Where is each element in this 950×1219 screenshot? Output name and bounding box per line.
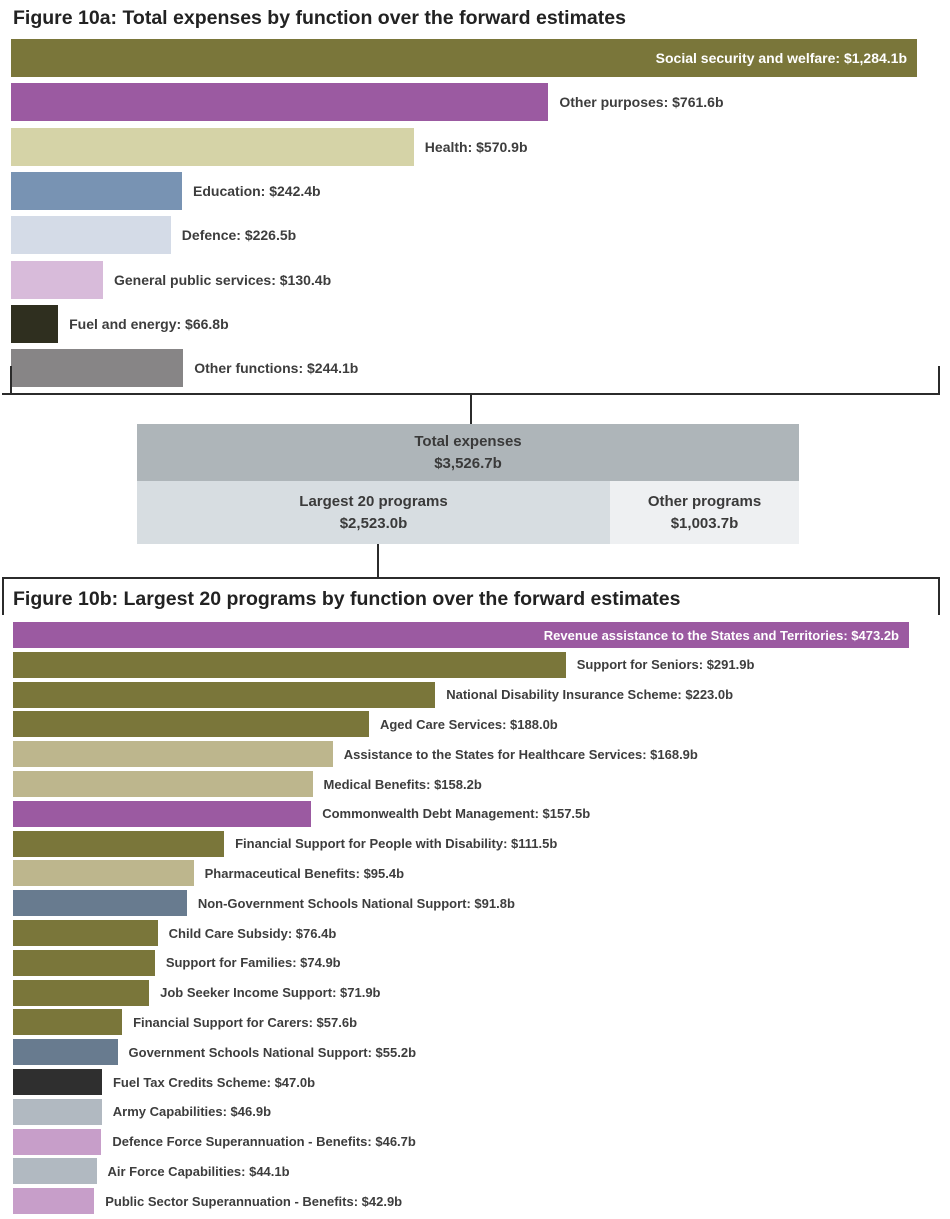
bar-other-functions [11, 349, 184, 388]
bar-child-care-subsidy [13, 920, 158, 946]
total-expenses-label: Total expenses [414, 432, 522, 450]
data-label: Assistance to the States for Healthcare … [343, 746, 698, 762]
bracket-b-right [938, 577, 940, 615]
data-label: Education: $242.4b [193, 182, 321, 199]
bar-fuel-and-energy [11, 304, 59, 343]
bar-general-public-services [11, 260, 103, 299]
data-label: Aged Care Services: $188.0b [379, 716, 558, 732]
bracket-a-right [938, 366, 940, 395]
bracket-a-bottom [2, 393, 940, 395]
bar-army-capabilities [13, 1098, 102, 1125]
data-label: Social security and welfare: $1,284.1b [655, 50, 907, 66]
connector-a-stem [470, 395, 472, 424]
bracket-b-left [2, 577, 4, 615]
data-label: Pharmaceutical Benefits: $95.4b [204, 865, 405, 881]
data-label: Financial Support for People with Disabi… [235, 836, 558, 852]
data-label: Public Sector Superannuation - Benefits:… [105, 1193, 403, 1209]
data-label: Job Seeker Income Support: $71.9b [160, 985, 381, 1001]
data-label: Other purposes: $761.6b [559, 94, 724, 111]
largest-programs-label: Largest 20 programs [299, 492, 448, 510]
data-label: Other functions: $244.1b [194, 360, 359, 377]
other-programs-label: Other programs [647, 492, 762, 510]
data-label: Health: $570.9b [424, 138, 528, 155]
bar-other-purposes [11, 83, 549, 122]
data-label: Child Care Subsidy: $76.4b [168, 925, 337, 941]
data-label: Support for Families: $74.9b [165, 955, 341, 971]
data-label: National Disability Insurance Scheme: $2… [446, 687, 734, 703]
expense-summary-table: Total expenses $3,526.7b Largest 20 prog… [137, 424, 799, 544]
bar-government-schools-national-support [13, 1039, 118, 1066]
bar-national-disability-insurance-scheme [13, 681, 436, 708]
data-label: General public services: $130.4b [114, 271, 332, 288]
bar-fuel-tax-credits-scheme [13, 1069, 102, 1095]
bar-defence-force-superannuation-benefits [13, 1128, 102, 1155]
largest-programs-value: $2,523.0b [339, 514, 408, 532]
bar-aged-care-services [13, 711, 369, 738]
total-expenses-cell: Total expenses $3,526.7b [137, 424, 799, 481]
bar-social-security-and-welfare [11, 39, 917, 77]
bracket-a-left [10, 366, 12, 395]
bar-pharmaceutical-benefits [13, 860, 194, 887]
bar-assistance-to-the-states-for-healthcare-services [13, 741, 333, 768]
data-label: Non-Government Schools National Support:… [197, 895, 515, 911]
bar-air-force-capabilities [13, 1158, 97, 1185]
bar-education [11, 171, 183, 210]
figure-10a-title: Figure 10a: Total expenses by function o… [13, 7, 626, 29]
largest-programs-cell: Largest 20 programs $2,523.0b [137, 481, 610, 544]
data-label: Fuel and energy: $66.8b [69, 315, 229, 332]
data-label: Financial Support for Carers: $57.6b [133, 1014, 358, 1030]
data-label: Air Force Capabilities: $44.1b [107, 1163, 290, 1179]
bar-job-seeker-income-support [13, 979, 150, 1006]
data-label: Fuel Tax Credits Scheme: $47.0b [112, 1074, 316, 1090]
bar-support-for-families [13, 949, 155, 976]
bracket-b-top [2, 577, 940, 579]
data-label: Government Schools National Support: $55… [128, 1044, 417, 1060]
data-label: Support for Seniors: $291.9b [576, 657, 755, 673]
data-label: Commonwealth Debt Management: $157.5b [322, 806, 591, 822]
bar-financial-support-for-people-with-disability [13, 830, 225, 857]
bar-support-for-seniors [13, 651, 566, 678]
bar-public-sector-superannuation-benefits [13, 1188, 95, 1215]
connector-b-stem [377, 544, 379, 578]
other-programs-cell: Other programs $1,003.7b [610, 481, 799, 544]
bar-non-government-schools-national-support [13, 890, 187, 917]
bar-defence [11, 216, 171, 255]
data-label: Army Capabilities: $46.9b [112, 1104, 272, 1120]
bar-health [11, 127, 414, 166]
total-expenses-value: $3,526.7b [434, 454, 502, 472]
figure-10b-title: Figure 10b: Largest 20 programs by funct… [13, 588, 681, 610]
bar-revenue-assistance-to-the-states-and-territories [13, 622, 909, 648]
other-programs-value: $1,003.7b [670, 514, 739, 532]
data-label: Defence Force Superannuation - Benefits:… [112, 1134, 416, 1150]
bar-commonwealth-debt-management [13, 800, 312, 827]
bar-medical-benefits [13, 771, 313, 797]
data-label: Defence: $226.5b [181, 227, 297, 244]
data-label: Medical Benefits: $158.2b [323, 776, 482, 792]
data-label: Revenue assistance to the States and Ter… [543, 627, 899, 643]
bar-financial-support-for-carers [13, 1009, 123, 1036]
